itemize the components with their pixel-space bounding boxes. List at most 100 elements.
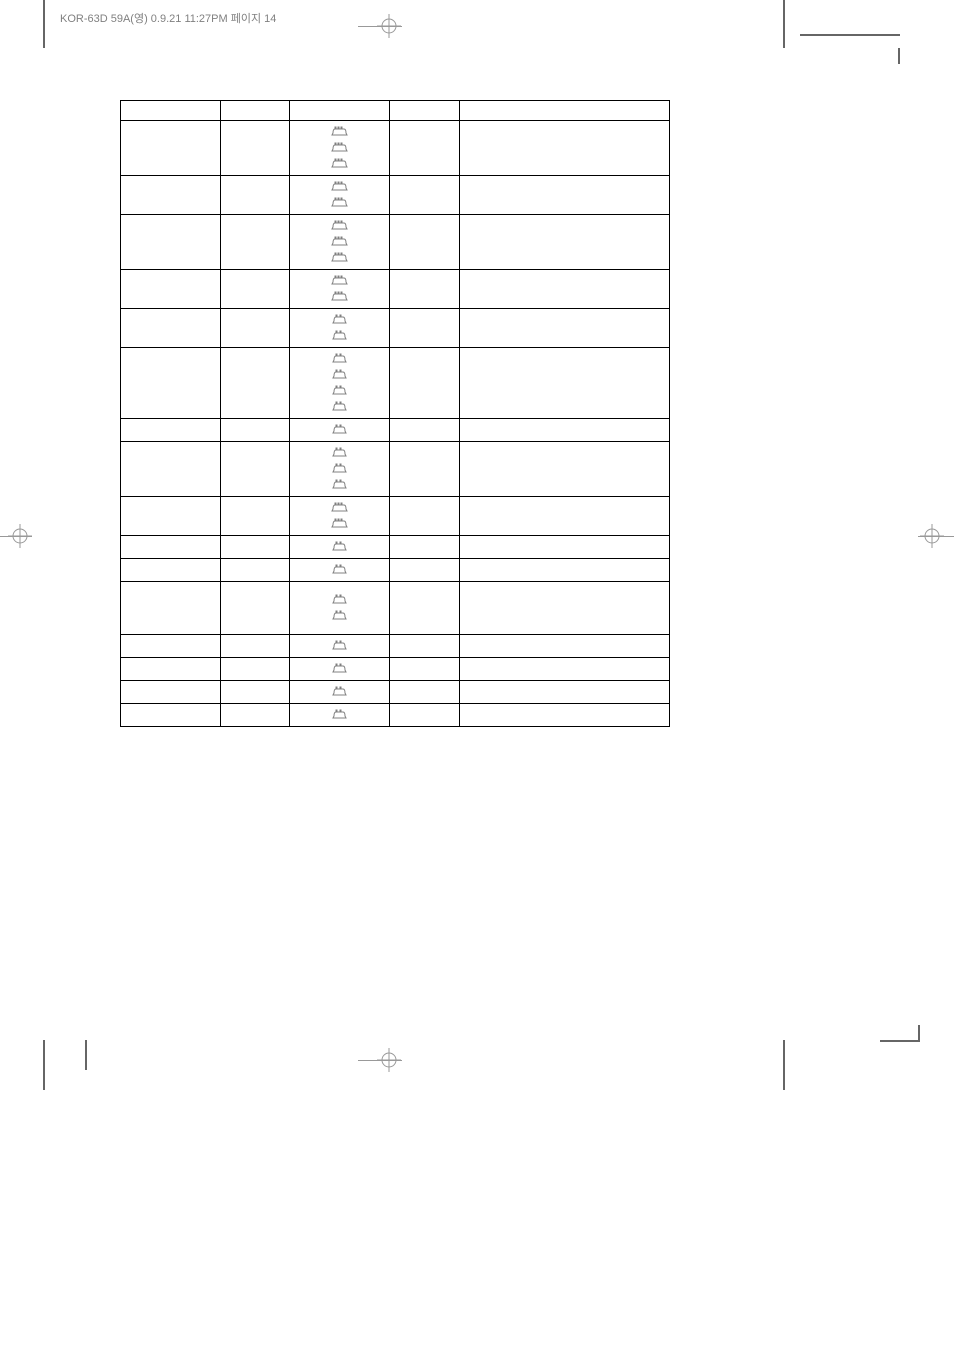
- table-cell: [460, 497, 669, 535]
- glyph-icon: [331, 352, 349, 366]
- table-cell-glyphs: [290, 309, 390, 347]
- table-cell: [221, 497, 291, 535]
- crop-mark: [783, 0, 785, 48]
- table-cell: [121, 658, 221, 680]
- glyph-icon: [331, 662, 349, 676]
- table-cell: [390, 348, 460, 418]
- table-cell: [390, 215, 460, 269]
- table-cell: [221, 215, 291, 269]
- glyph-icon: [331, 609, 349, 623]
- table-cell-glyphs: [290, 658, 390, 680]
- table-cell-glyphs: [290, 121, 390, 175]
- glyph-icon: [331, 180, 349, 194]
- table-cell: [390, 536, 460, 558]
- glyph-icon: [331, 685, 349, 699]
- table-cell: [390, 559, 460, 581]
- glyph-icon: [331, 384, 349, 398]
- table-row: [121, 635, 669, 658]
- glyph-icon: [331, 540, 349, 554]
- table-cell: [221, 635, 291, 657]
- glyph-icon: [331, 125, 349, 139]
- table-cell: [121, 348, 221, 418]
- table-row: [121, 559, 669, 582]
- table-row: [121, 309, 669, 348]
- glyph-icon: [331, 329, 349, 343]
- crop-mark: [43, 0, 45, 48]
- table-cell: [460, 536, 669, 558]
- table-cell: [121, 559, 221, 581]
- table-row: [121, 497, 669, 536]
- table-cell: [121, 176, 221, 214]
- table-cell: [390, 270, 460, 308]
- table-cell: [460, 309, 669, 347]
- glyph-icon: [331, 563, 349, 577]
- crop-mark: [43, 1040, 45, 1090]
- table-cell: [221, 536, 291, 558]
- table-cell-glyphs: [290, 442, 390, 496]
- table-cell: [460, 270, 669, 308]
- glyph-icon: [331, 219, 349, 233]
- data-table: [120, 100, 670, 727]
- table-cell: [460, 176, 669, 214]
- table-cell: [221, 582, 291, 634]
- table-header-cell: [460, 101, 669, 120]
- table-row: [121, 419, 669, 442]
- table-cell-glyphs: [290, 497, 390, 535]
- table-cell-glyphs: [290, 176, 390, 214]
- glyph-icon: [331, 157, 349, 171]
- table-cell: [221, 270, 291, 308]
- table-cell: [221, 442, 291, 496]
- table-cell: [390, 309, 460, 347]
- table-cell: [460, 121, 669, 175]
- table-cell-glyphs: [290, 704, 390, 726]
- table-header-cell: [221, 101, 291, 120]
- glyph-icon: [331, 446, 349, 460]
- glyph-icon: [331, 593, 349, 607]
- table-row: [121, 348, 669, 419]
- table-cell: [121, 582, 221, 634]
- table-cell: [460, 215, 669, 269]
- table-cell-glyphs: [290, 635, 390, 657]
- table-cell: [390, 658, 460, 680]
- table-cell: [121, 419, 221, 441]
- glyph-icon: [331, 313, 349, 327]
- table-cell: [390, 582, 460, 634]
- crop-mark: [85, 1040, 87, 1070]
- table-cell: [390, 497, 460, 535]
- table-cell: [121, 497, 221, 535]
- table-cell: [390, 704, 460, 726]
- table-cell: [121, 635, 221, 657]
- table-cell: [221, 419, 291, 441]
- table-cell: [221, 658, 291, 680]
- table-row: [121, 658, 669, 681]
- table-cell: [460, 658, 669, 680]
- table-cell: [390, 176, 460, 214]
- table-cell-glyphs: [290, 419, 390, 441]
- glyph-icon: [331, 708, 349, 722]
- table-cell: [390, 681, 460, 703]
- table-row: [121, 442, 669, 497]
- table-row: [121, 270, 669, 309]
- table-cell: [221, 121, 291, 175]
- glyph-icon: [331, 423, 349, 437]
- table-cell: [221, 704, 291, 726]
- table-cell: [390, 442, 460, 496]
- table-cell: [221, 681, 291, 703]
- table-cell: [390, 635, 460, 657]
- table-cell: [460, 635, 669, 657]
- table-cell-glyphs: [290, 559, 390, 581]
- table-header-row: [121, 101, 669, 121]
- table-header-cell: [290, 101, 390, 120]
- crop-mark: [358, 1060, 402, 1061]
- table-cell: [460, 681, 669, 703]
- table-cell: [221, 559, 291, 581]
- table-cell: [390, 121, 460, 175]
- table-header-cell: [121, 101, 221, 120]
- table-cell: [390, 419, 460, 441]
- table-row: [121, 121, 669, 176]
- crop-mark: [0, 536, 32, 537]
- table-cell: [121, 442, 221, 496]
- crop-mark: [880, 1040, 920, 1042]
- glyph-icon: [331, 251, 349, 265]
- table-row: [121, 176, 669, 215]
